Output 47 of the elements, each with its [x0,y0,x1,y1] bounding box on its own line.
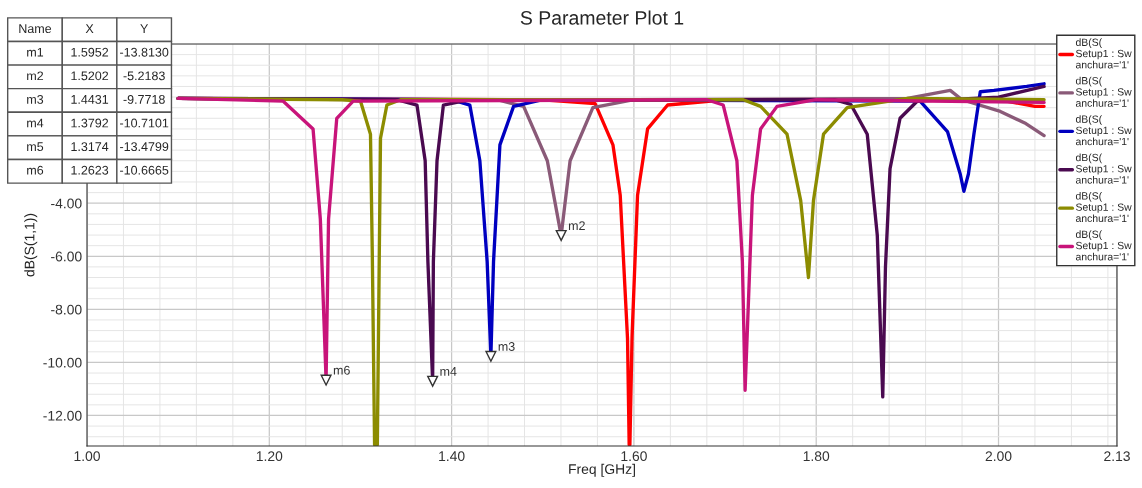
annotation: m6 [333,365,350,375]
annotation: m2 [568,221,585,230]
y-tick-label: -6.00 [51,251,82,262]
x-tick-label: 1.00 [74,451,100,462]
text: m3 [27,94,44,104]
y-tick-label: -10.00 [43,357,82,368]
text: m2 [27,71,44,81]
text: m5 [27,142,44,152]
legend-label: dB(S( Setup1 : Sw anchura='1' [1075,191,1132,223]
annotation: 1.3174 [71,142,109,152]
text: m4 [27,118,44,128]
legend-label: dB(S( Setup1 : Sw anchura='1' [1075,230,1132,261]
x-axis-title: Freq [GHz] [569,463,635,477]
text: m6 [27,165,44,175]
chart-title: S Parameter Plot 1 [520,10,684,25]
annotation: -10.6665 [120,165,169,175]
x-tick-label: 1.60 [621,451,647,462]
y-tick-label: -4.00 [51,198,82,209]
annotation: -5.2183 [123,71,165,81]
annotation: 1.5952 [71,47,109,57]
x-tick-label: 2.00 [985,451,1012,462]
text: X [85,24,94,33]
annotation: 1.2623 [71,165,109,175]
annotation: m3 [498,342,515,351]
legend-label: dB(S( Setup1 : Sw anchura='1' [1075,153,1132,184]
annotation: 1.5202 [71,71,109,81]
annotation: m4 [440,367,457,376]
text: Y [140,24,149,33]
annotation: 1.4431 [71,94,109,104]
x-tick-label: 2.13 [1104,451,1130,462]
y-tick-label: -12.00 [43,410,82,421]
legend-label: dB(S( Setup1 : Sw anchura='1' [1075,38,1132,69]
legend-label: dB(S( Setup1 : Sw anchura='1' [1075,76,1132,107]
annotation: -13.4799 [120,142,169,152]
annotation: -13.8130 [120,47,169,57]
x-tick-label: 1.20 [256,451,283,462]
y-tick-label: -8.00 [51,304,82,315]
text: Name [19,24,52,34]
point [427,375,439,387]
annotation: -9.7718 [123,94,165,104]
x-tick-label: 1.80 [803,451,830,462]
legend-label: dB(S( Setup1 : Sw anchura='1' [1075,115,1132,146]
x-tick-label: 1.40 [439,451,465,462]
annotation: -10.7101 [120,118,169,128]
y-axis-title: dB(S(1,1)) [24,213,38,277]
text: m1 [27,47,44,57]
annotation: 1.3792 [71,118,109,128]
